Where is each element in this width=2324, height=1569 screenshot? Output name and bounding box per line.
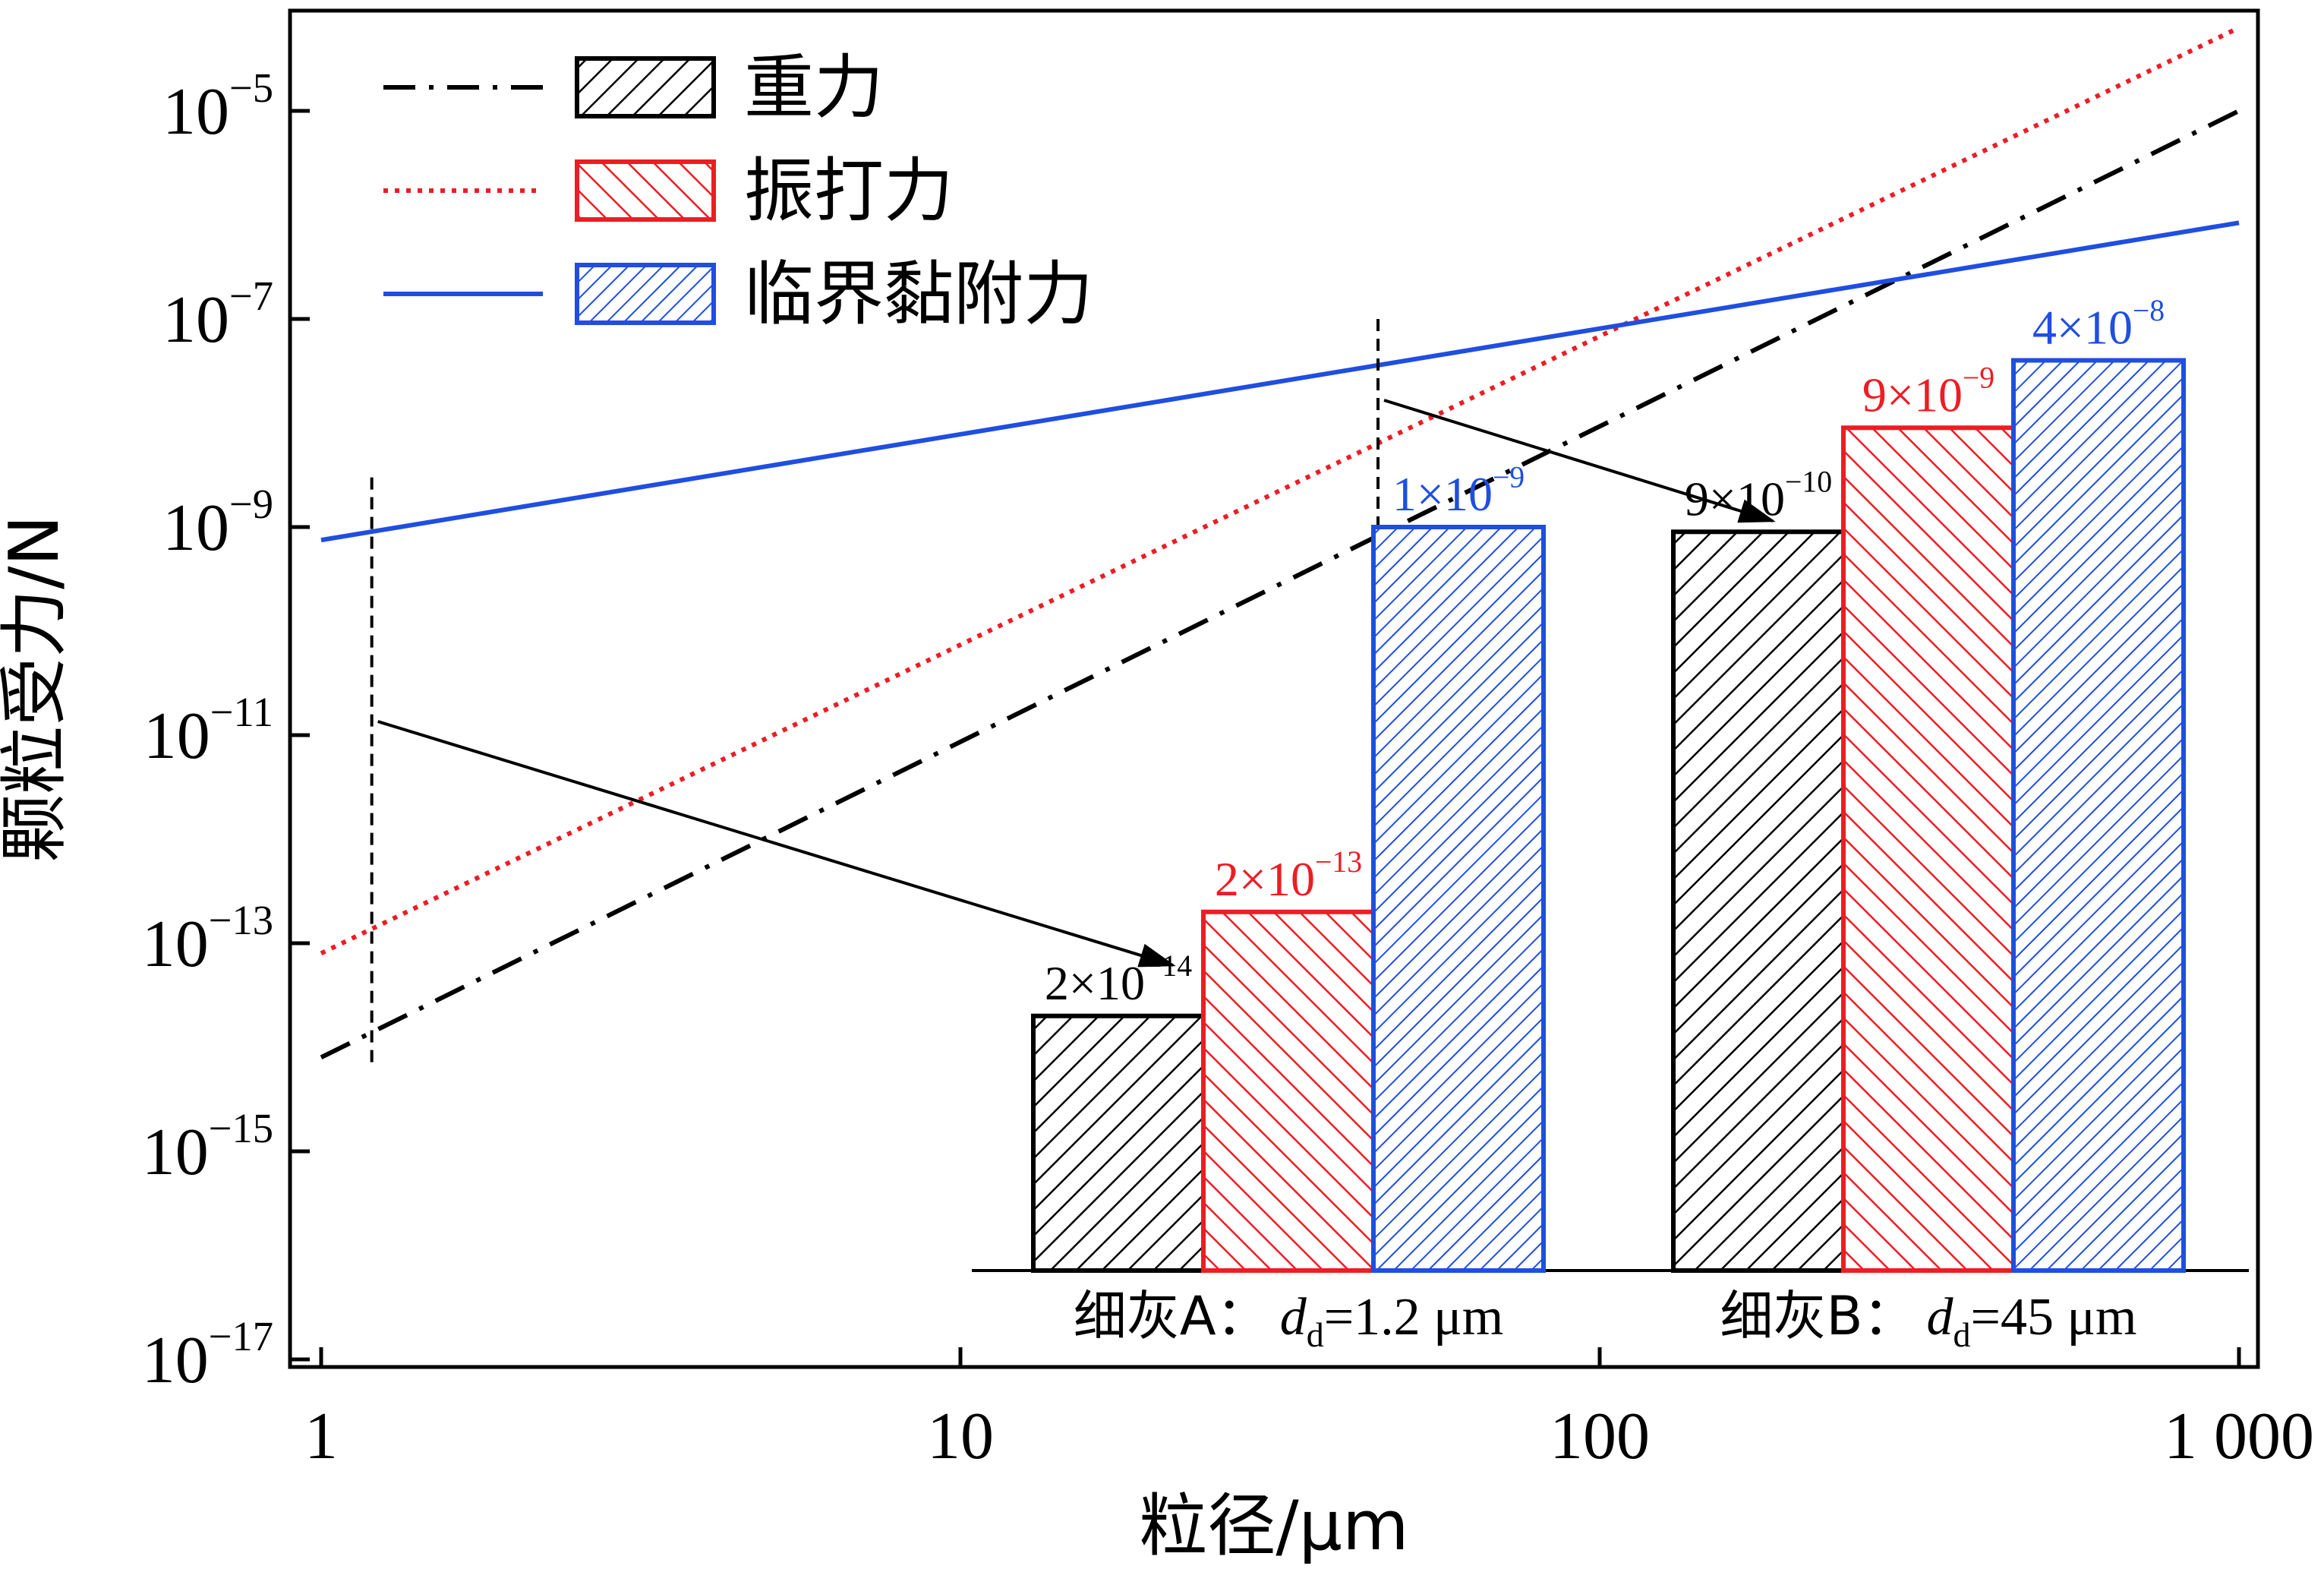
- plot-frame: [288, 8, 2260, 1369]
- legend-swatch-1: [575, 56, 716, 118]
- group-label-2: 细灰B： dd=45 μm: [1720, 1285, 2137, 1354]
- x-tick-label-4: 1 000: [2164, 1400, 2314, 1473]
- arrow-to-group-b: [1383, 399, 1776, 523]
- x-tick-label-2: 10: [927, 1400, 994, 1473]
- bar-1-3: [1371, 525, 1546, 1273]
- series-line-3: [320, 220, 2240, 543]
- y-axis-label: 颗粒受力/N: [0, 515, 74, 863]
- group-label-1: 细灰A： dd=1.2 μm: [1074, 1285, 1503, 1354]
- x-axis-label: 粒径/μm: [1139, 1486, 1408, 1566]
- bar-2-3: [2011, 358, 2186, 1273]
- bar-value-label-1-2: 2×10−13: [1215, 845, 1362, 906]
- legend-label-2: 振打力: [744, 150, 954, 232]
- y-tick-label-3: 10−9: [162, 481, 273, 565]
- legend-swatch-2: [575, 159, 716, 222]
- y-tick-label-1: 10−5: [162, 65, 273, 149]
- bar-1-1: [1031, 1013, 1206, 1274]
- x-tick-label-1: 1: [304, 1400, 338, 1473]
- legend-label-1: 重力: [744, 47, 884, 128]
- y-tick-label-6: 10−15: [142, 1105, 273, 1189]
- bar-value-label-2-1: 9×10−10: [1685, 466, 1832, 526]
- series-line-1: [320, 109, 2240, 1059]
- legend-label-3: 临界黏附力: [744, 254, 1093, 335]
- bar-2-2: [1841, 425, 2016, 1273]
- bar-value-label-2-3: 4×10−8: [2032, 294, 2165, 355]
- y-tick-label-4: 10−11: [143, 689, 273, 773]
- y-tick-label-5: 10−13: [142, 897, 273, 981]
- bar-value-label-2-2: 9×10−9: [1862, 361, 1994, 422]
- bar-value-label-1-3: 1×10−9: [1392, 460, 1525, 521]
- arrow-to-group-a: [377, 720, 1176, 968]
- x-tick-label-3: 100: [1550, 1400, 1650, 1473]
- bar-2-1: [1671, 529, 1846, 1273]
- bar-1-2: [1201, 909, 1376, 1274]
- y-tick-label-2: 10−7: [162, 273, 273, 357]
- bar-value-label-1-1: 2×10−14: [1045, 949, 1192, 1010]
- y-tick-label-7: 10−17: [142, 1313, 273, 1397]
- series-line-2: [320, 25, 2240, 955]
- legend-swatch-3: [575, 263, 716, 325]
